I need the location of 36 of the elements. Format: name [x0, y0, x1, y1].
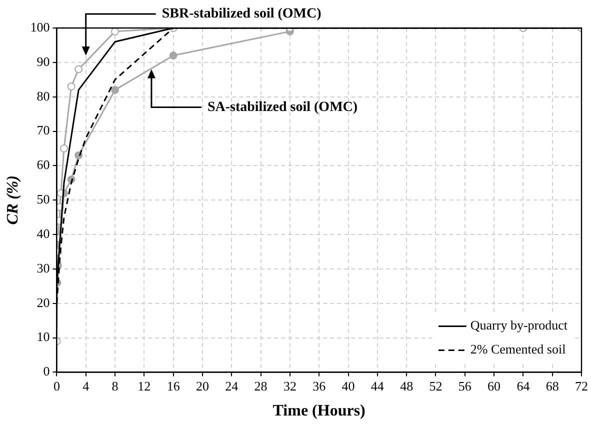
- x-tick-label: 4: [82, 378, 90, 394]
- legend-label: Quarry by-product: [470, 318, 568, 333]
- x-tick-label: 24: [225, 378, 239, 394]
- y-tick-label: 10: [36, 329, 50, 344]
- y-tick-label: 0: [43, 364, 50, 379]
- x-tick-label: 32: [283, 378, 296, 394]
- x-tick-label: 16: [166, 378, 180, 394]
- x-tick-label: 44: [370, 378, 384, 394]
- x-tick-label: 12: [138, 378, 151, 394]
- x-tick-label: 52: [429, 378, 442, 394]
- y-tick-label: 50: [36, 192, 50, 207]
- x-tick-label: 28: [254, 378, 268, 394]
- y-tick-label: 80: [36, 88, 50, 104]
- y-tick-label: 20: [36, 294, 50, 310]
- x-tick-label: 68: [546, 378, 559, 394]
- x-tick-label: 60: [488, 378, 501, 394]
- x-tick-label: 8: [112, 378, 118, 394]
- x-tick-label: 40: [342, 378, 355, 394]
- x-tick-label: 64: [516, 378, 530, 394]
- y-axis-title: CR (%): [4, 175, 22, 225]
- y-tick-label: 30: [36, 260, 50, 276]
- y-tick-label: 40: [36, 226, 50, 241]
- x-tick-label: 20: [196, 378, 209, 394]
- y-tick-label: 90: [36, 54, 50, 69]
- annotation: SA-stabilized soil (OMC): [207, 100, 358, 115]
- x-axis-title: Time (Hours): [272, 402, 366, 420]
- x-tick-label: 56: [458, 378, 472, 394]
- x-tick-label: 48: [400, 378, 414, 394]
- annotation: SBR-stabilized soil (OMC): [162, 6, 322, 22]
- y-tick-label: 70: [36, 122, 50, 138]
- y-tick-label: 100: [30, 19, 50, 34]
- x-tick-label: 0: [53, 378, 60, 394]
- legend-label: 2% Cemented soil: [470, 342, 566, 357]
- x-tick-label: 36: [312, 378, 326, 394]
- y-tick-label: 60: [36, 157, 50, 172]
- x-tick-label: 72: [575, 378, 588, 394]
